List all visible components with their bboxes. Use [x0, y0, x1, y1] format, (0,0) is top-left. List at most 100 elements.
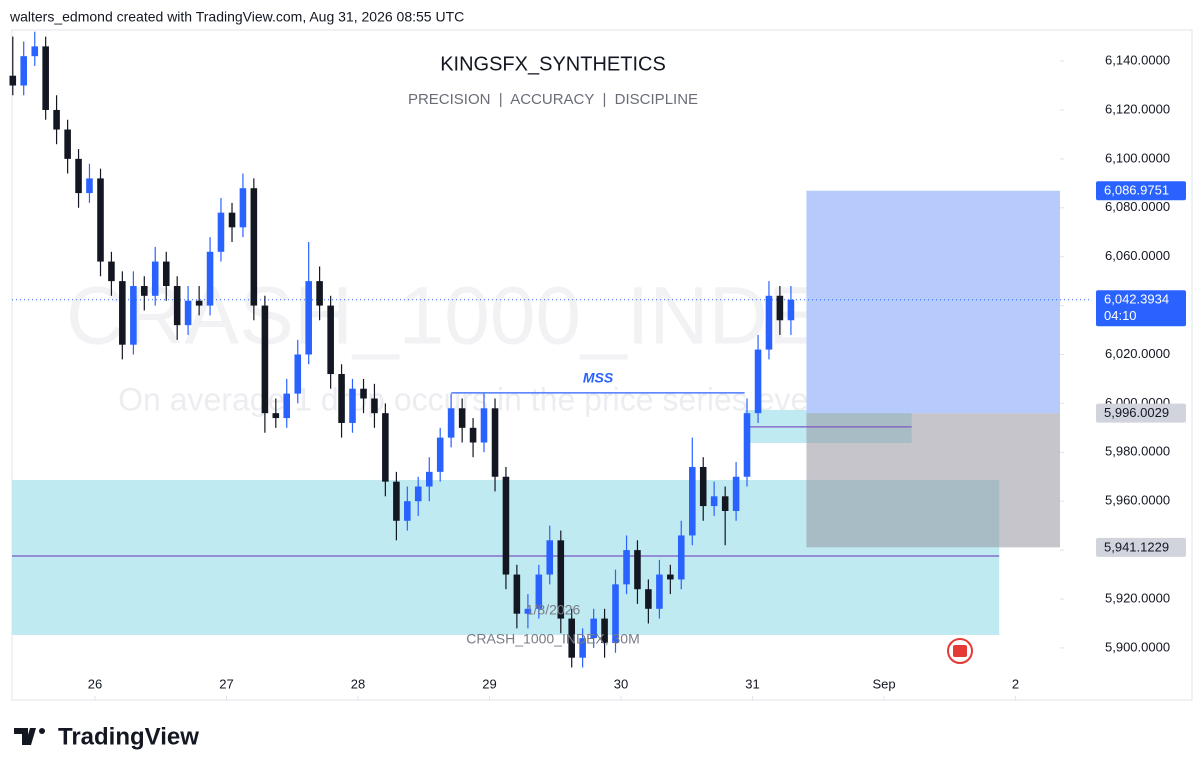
candle-body [42, 46, 49, 110]
candle-body [732, 476, 740, 511]
candle-body [524, 608, 532, 614]
candle-body [568, 618, 575, 658]
chart-frame [11, 29, 1193, 701]
mss-label: MSS [583, 370, 614, 386]
candle-body [699, 466, 707, 507]
header: walters_edmond created with TradingView.… [9, 9, 464, 25]
price-tag-label: 6,042.3934 [1104, 292, 1169, 307]
candle-body [656, 574, 663, 609]
x-tick-label: 29 [482, 676, 496, 691]
candle-body [414, 486, 422, 502]
candle-body [393, 481, 400, 521]
x-tick-label: 26 [88, 676, 102, 691]
logo-dot [39, 728, 45, 734]
candle-body [612, 584, 619, 644]
candle-body [765, 295, 773, 350]
candle-body [425, 471, 433, 487]
candle-body [250, 188, 258, 306]
candle-body [677, 535, 685, 580]
y-tick-label: 6,080.0000 [1105, 199, 1170, 214]
candle-body [239, 188, 247, 228]
candle-body [173, 286, 181, 326]
candle-body [108, 261, 115, 282]
candle-body [195, 300, 203, 306]
candle-body [721, 496, 729, 511]
zone [806, 190, 1060, 414]
y-tick-label: 5,900.0000 [1105, 639, 1170, 654]
candle-body [217, 212, 225, 252]
candle-body [64, 129, 71, 159]
candle-body [184, 300, 192, 326]
candle-body [283, 393, 291, 419]
candle-body [382, 413, 389, 482]
chart-title: KINGSFX_SYNTHETICS [440, 53, 666, 75]
candle-body [557, 540, 565, 619]
candle-body [535, 574, 543, 609]
price-tag-label: 5,941.1229 [1104, 539, 1169, 554]
price-tag [1096, 403, 1186, 423]
candle-body [316, 281, 323, 306]
candle-body [502, 476, 510, 575]
candle-body [86, 178, 93, 194]
candle-body [634, 550, 641, 590]
candle-body [9, 75, 17, 86]
candle-body [75, 158, 82, 194]
candle-body [338, 374, 345, 423]
price-tag [1096, 290, 1186, 327]
candle-body [787, 299, 795, 321]
y-tick-label: 6,060.0000 [1105, 248, 1170, 263]
candle-body [272, 413, 280, 419]
price-tag-label: 6,086.9751 [1104, 183, 1169, 198]
candle-body [590, 618, 597, 639]
candle-body [754, 349, 762, 414]
candle-body [710, 496, 718, 507]
y-tick-label: 6,120.0000 [1105, 101, 1170, 116]
candle-body [645, 589, 652, 609]
candle-body [689, 466, 696, 536]
logo-mark [14, 728, 36, 745]
legend-date: 1/8/2026 [526, 602, 581, 618]
candle-body [228, 212, 236, 228]
candle-body [371, 398, 378, 414]
candle-body [294, 354, 302, 394]
candle-body [305, 281, 312, 355]
candle-body [458, 408, 466, 428]
y-tick-label: 6,020.0000 [1105, 346, 1170, 361]
candle-body [261, 305, 269, 414]
chart-subtitle: PRECISION | ACCURACY | DISCIPLINE [408, 91, 698, 108]
x-tick-label: Sep [872, 676, 895, 691]
candle-body [141, 286, 148, 296]
candle-body [623, 550, 630, 585]
candle-body [130, 286, 137, 345]
candle-body [480, 408, 488, 443]
candle-body [436, 437, 444, 472]
x-tick-label: 31 [745, 676, 759, 691]
candle-body [513, 574, 521, 614]
candle-body [601, 618, 608, 644]
x-tick-label: 28 [351, 676, 365, 691]
candle-body [360, 388, 367, 399]
zone [806, 413, 1060, 548]
tradingview-logo: TradingView [14, 723, 199, 750]
x-tick-label: 2 [1012, 676, 1019, 691]
candle-body [579, 638, 586, 658]
candle-body [206, 251, 214, 306]
event-flag-stripes [953, 645, 967, 657]
candle-body [447, 408, 455, 438]
candle-body [53, 109, 60, 130]
candle-body [151, 261, 159, 296]
y-tick-label: 5,960.0000 [1105, 493, 1170, 508]
candle-body [404, 501, 411, 521]
candle-body [162, 261, 170, 287]
price-tag [1096, 181, 1186, 201]
candle-body [667, 574, 674, 580]
y-tick-label: 5,920.0000 [1105, 590, 1170, 605]
candle-body [31, 46, 39, 57]
y-tick-label: 5,980.0000 [1105, 444, 1170, 459]
candle-body [546, 540, 554, 575]
candle-body [20, 56, 27, 86]
x-tick-label: 30 [614, 676, 628, 691]
legend-symbol: CRASH_1000_INDEX, 30M [466, 631, 640, 647]
